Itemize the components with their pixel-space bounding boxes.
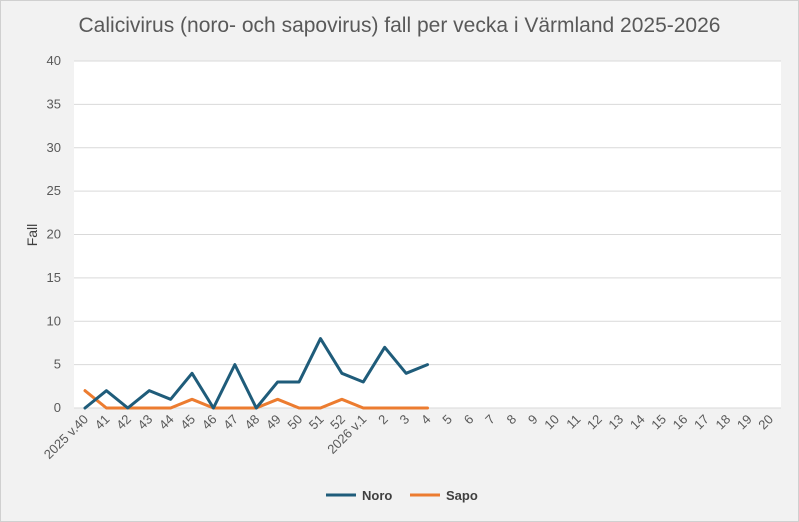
x-tick-label: 43: [135, 412, 156, 433]
x-tick-label: 19: [734, 412, 755, 433]
x-tick-label: 51: [306, 412, 327, 433]
x-tick-label: 2: [375, 412, 391, 428]
y-tick-label: 40: [47, 53, 61, 68]
x-tick-label: 41: [92, 412, 113, 433]
x-tick-label: 11: [563, 412, 583, 432]
x-tick-label: 7: [482, 412, 498, 428]
x-tick-label: 9: [525, 412, 541, 428]
x-tick-label: 14: [627, 412, 648, 433]
y-axis-title: Fall: [24, 224, 40, 247]
x-tick-label: 49: [263, 412, 284, 433]
x-tick-label: 42: [113, 412, 134, 433]
y-tick-label: 0: [54, 400, 61, 415]
y-tick-label: 25: [47, 183, 61, 198]
x-tick-label: 17: [691, 412, 712, 433]
x-tick-label: 45: [177, 412, 198, 433]
y-tick-labels: 0 5 10 15 20 25 30 35 40: [47, 53, 61, 415]
legend-label-sapo: Sapo: [446, 488, 478, 503]
x-tick-label: 3: [396, 412, 412, 428]
y-tick-label: 20: [47, 227, 61, 242]
x-tick-label: 18: [712, 412, 733, 433]
x-tick-label: 6: [461, 412, 477, 428]
legend: Noro Sapo: [326, 488, 478, 503]
x-tick-label: 20: [755, 412, 776, 433]
x-tick-label: 8: [504, 412, 520, 428]
x-tick-label: 15: [648, 412, 669, 433]
x-tick-label: 13: [605, 412, 626, 433]
x-tick-label: 47: [220, 412, 241, 433]
y-tick-label: 10: [47, 313, 61, 328]
y-tick-label: 15: [47, 270, 61, 285]
series-line-noro: [83, 337, 429, 410]
x-tick-label: 12: [584, 412, 605, 433]
x-tick-label: 16: [670, 412, 691, 433]
series-lines: [83, 337, 429, 410]
legend-label-noro: Noro: [362, 488, 392, 503]
x-tick-label: 10: [541, 412, 562, 433]
x-tick-label: 50: [284, 412, 305, 433]
y-tick-label: 35: [47, 96, 61, 111]
y-tick-label: 5: [54, 357, 61, 372]
x-tick-label: 44: [156, 412, 177, 433]
x-tick-label: 2025 v.40: [41, 412, 91, 462]
y-tick-label: 30: [47, 140, 61, 155]
x-tick-label: 5: [439, 412, 455, 428]
x-tick-label: 46: [199, 412, 220, 433]
x-tick-label: 48: [242, 412, 263, 433]
chart-title: Calicivirus (noro- och sapovirus) fall p…: [78, 14, 721, 37]
x-tick-label: 4: [418, 412, 434, 428]
gridlines: [74, 60, 781, 409]
